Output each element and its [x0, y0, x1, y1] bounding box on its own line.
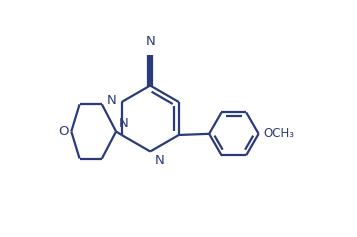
Text: OCH₃: OCH₃ — [264, 127, 295, 140]
Text: O: O — [58, 125, 69, 138]
Text: N: N — [145, 35, 155, 48]
Text: N: N — [107, 94, 116, 107]
Text: N: N — [119, 117, 128, 130]
Text: N: N — [155, 154, 164, 167]
